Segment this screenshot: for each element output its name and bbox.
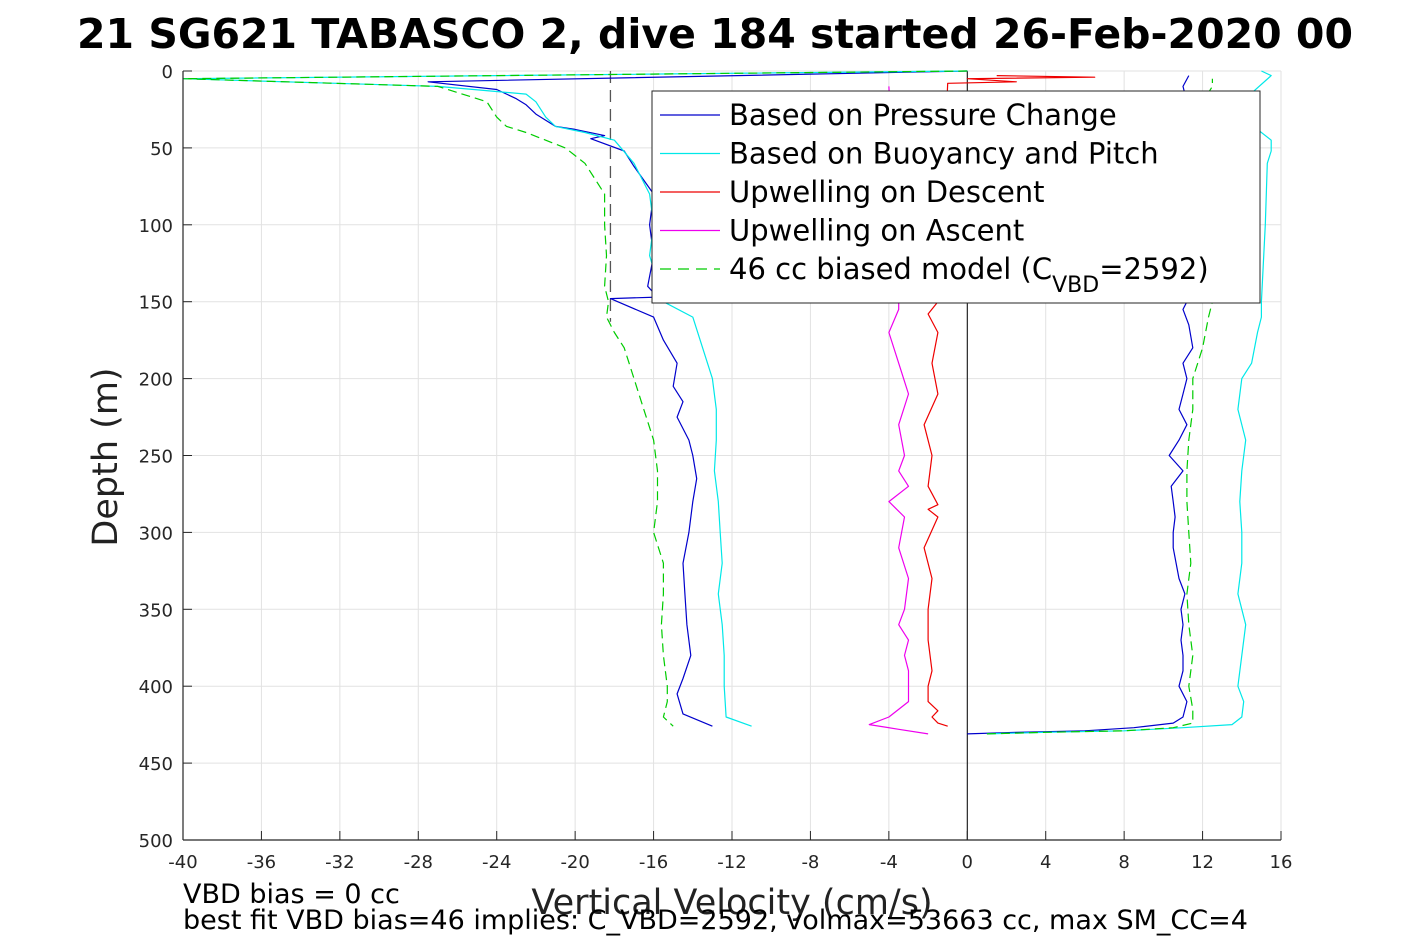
legend-box [651, 90, 1261, 304]
series-group [182, 70, 1272, 735]
footnote-vbd-bias: VBD bias = 0 cc [183, 879, 400, 910]
x-tick-label: 0 [962, 852, 973, 873]
legend: Based on Pressure Change Based on Buoyanc… [651, 90, 1261, 304]
x-tick-label: 16 [1270, 852, 1293, 873]
x-axis-label: Vertical Velocity (cm/s) [531, 883, 932, 923]
y-tick-label: 400 [139, 677, 173, 698]
footnote-best-fit: best fit VBD bias=46 implies: C_VBD=2592… [183, 905, 1248, 936]
x-tick-label: -4 [880, 852, 898, 873]
y-tick-label: 250 [139, 447, 173, 468]
x-tick-label: -24 [482, 852, 511, 873]
legend-label: Upwelling on Ascent [729, 214, 1024, 248]
x-tick-label: -40 [168, 852, 197, 873]
x-tick-label: 4 [1040, 852, 1051, 873]
series-1-descent-line [182, 70, 968, 727]
y-tick-label: 450 [139, 754, 173, 775]
y-tick-label: 350 [139, 600, 173, 621]
y-axis: 0 50 100 150 200 250 300 350 400 450 500 [139, 62, 192, 852]
series-4-ascent-line [986, 78, 1214, 735]
x-tick-label: -36 [247, 852, 276, 873]
x-tick-label: 12 [1191, 852, 1214, 873]
x-tick-label: -32 [325, 852, 354, 873]
series-3-ascent-line [868, 86, 929, 735]
chart-title: 21 SG621 TABASCO 2, dive 184 started 26-… [77, 10, 1353, 58]
x-tick-label: -28 [404, 852, 433, 873]
y-tick-label: 500 [139, 831, 173, 852]
y-tick-label: 100 [139, 216, 173, 237]
x-axis: -40 -36 -32 -28 -24 -20 -16 -12 -8 -4 0 4 8 12 16 [168, 831, 1292, 873]
legend-label: Based on Buoyancy and Pitch [729, 137, 1159, 171]
y-tick-label: 300 [139, 523, 173, 544]
x-tick-label: -20 [560, 852, 589, 873]
series-4-descent-line [182, 70, 968, 727]
series-1-ascent-line [986, 70, 1272, 735]
x-tick-label: -8 [801, 852, 819, 873]
y-axis-label: Depth (m) [86, 367, 126, 546]
y-tick-label: 50 [150, 139, 173, 160]
legend-label: Upwelling on Descent [729, 175, 1045, 209]
x-tick-label: 8 [1118, 852, 1129, 873]
legend-label: Based on Pressure Change [729, 98, 1117, 132]
series-0-descent-line [427, 70, 968, 727]
x-tick-label: -16 [639, 852, 668, 873]
x-tick-label: -12 [717, 852, 746, 873]
y-tick-label: 150 [139, 293, 173, 314]
y-tick-label: 200 [139, 370, 173, 391]
y-tick-label: 0 [162, 62, 173, 83]
legend-label: 46 cc biased model (CVBD=2592) [729, 252, 1209, 298]
series-0-ascent-line [967, 75, 1194, 735]
